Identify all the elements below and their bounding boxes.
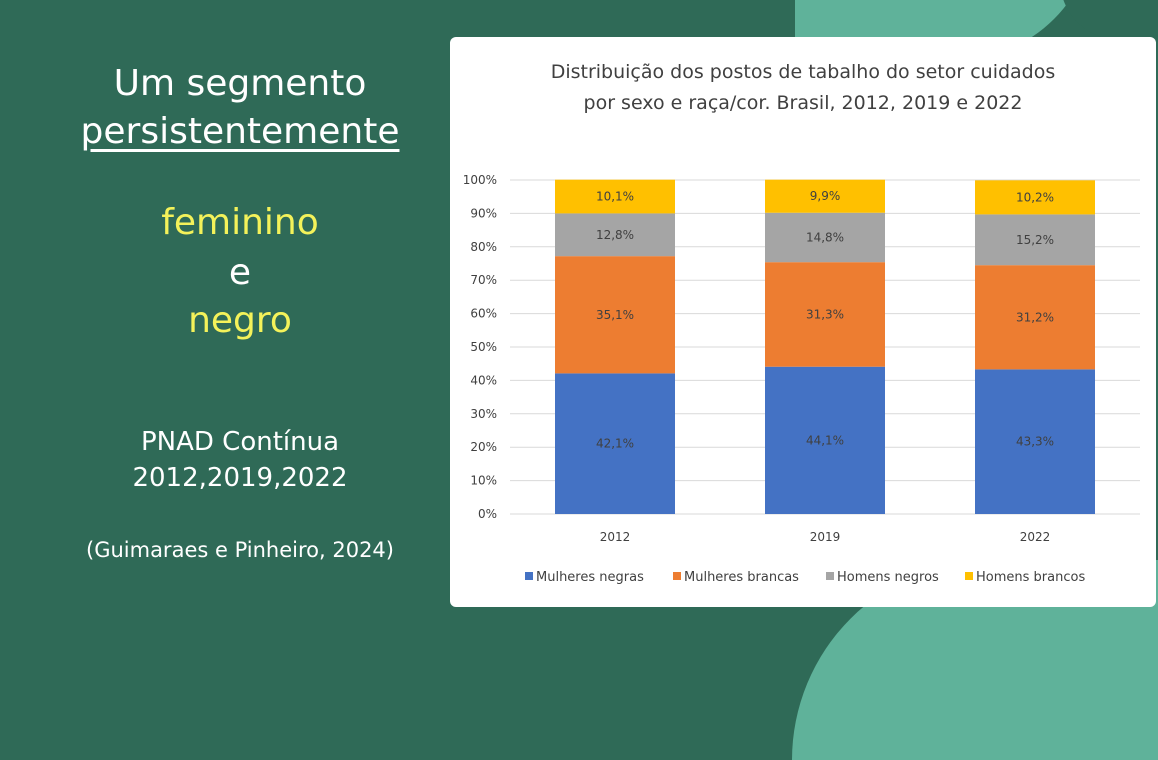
legend-label: Mulheres negras — [536, 570, 644, 585]
y-tick-label: 60% — [470, 307, 497, 321]
connector-text: e — [228, 252, 252, 293]
legend-swatch — [965, 572, 973, 580]
bar-segment — [765, 366, 885, 514]
x-tick-label: 2022 — [1020, 530, 1051, 544]
legend-swatch — [525, 572, 533, 580]
chart-title-line1: Distribuição dos postos de tabalho do se… — [550, 61, 1056, 83]
bar-segment — [975, 180, 1095, 215]
bar-segment — [765, 212, 885, 263]
data-label: 14,8% — [806, 230, 844, 244]
bar-segment — [765, 179, 885, 213]
data-label: 10,2% — [1016, 190, 1054, 204]
y-tick-label: 70% — [470, 273, 497, 287]
y-tick-label: 100% — [463, 173, 497, 187]
bar-segment — [555, 213, 675, 257]
y-tick-label: 0% — [478, 507, 497, 521]
legend-label: Homens negros — [837, 570, 939, 585]
data-label: 44,1% — [806, 433, 844, 447]
bar-segment — [765, 262, 885, 367]
bar-segment — [555, 256, 675, 374]
source-line1: PNAD Contínua — [140, 427, 340, 457]
highlight-black: negro — [188, 300, 292, 341]
chart-card: Distribuição dos postos de tabalho do se… — [450, 37, 1156, 607]
legend-label: Mulheres brancas — [684, 570, 799, 585]
y-tick-label: 50% — [470, 340, 497, 354]
data-label: 10,1% — [596, 190, 634, 204]
highlight-feminine: feminino — [161, 202, 319, 243]
data-label: 9,9% — [810, 189, 841, 203]
slide-text-panel: Um segmento persistentemente feminino e … — [40, 0, 440, 654]
y-tick-label: 90% — [470, 206, 497, 220]
chart-title: Distribuição dos postos de tabalho do se… — [450, 57, 1156, 119]
data-label: 35,1% — [596, 308, 634, 322]
bar-segment — [555, 179, 675, 214]
stacked-bar-chart: 0% 10% 20% 30% 40% 50% 60% 70% 80% 90% 100% 42,1% 35… — [463, 173, 1140, 585]
legend-swatch — [826, 572, 834, 580]
chart-title-line2: por sexo e raça/cor. Brasil, 2012, 2019 … — [583, 92, 1023, 114]
x-tick-label: 2012 — [600, 530, 631, 544]
slide-heading-line1: Um segmento — [113, 63, 367, 104]
legend-swatch — [673, 572, 681, 580]
y-tick-label: 80% — [470, 240, 497, 254]
y-tick-label: 10% — [470, 474, 497, 488]
x-tick-label: 2019 — [810, 530, 841, 544]
decorative-shape-dark — [1060, 0, 1158, 40]
data-label: 12,8% — [596, 228, 634, 242]
y-tick-label: 30% — [470, 407, 497, 421]
data-label: 43,3% — [1016, 435, 1054, 449]
citation: (Guimaraes e Pinheiro, 2024) — [86, 538, 394, 562]
legend-label: Homens brancos — [976, 570, 1085, 585]
data-label: 31,2% — [1016, 310, 1054, 324]
source-line2: 2012,2019,2022 — [132, 463, 348, 493]
bar-segment — [555, 373, 675, 514]
y-tick-label: 20% — [470, 440, 497, 454]
bar-segment — [975, 214, 1095, 266]
data-label: 31,3% — [806, 307, 844, 321]
data-label: 42,1% — [596, 437, 634, 451]
slide-heading-line2: persistentemente — [80, 111, 400, 152]
data-label: 15,2% — [1016, 233, 1054, 247]
bar-segment — [975, 369, 1095, 514]
bar-segment — [975, 265, 1095, 370]
y-tick-label: 40% — [470, 373, 497, 387]
